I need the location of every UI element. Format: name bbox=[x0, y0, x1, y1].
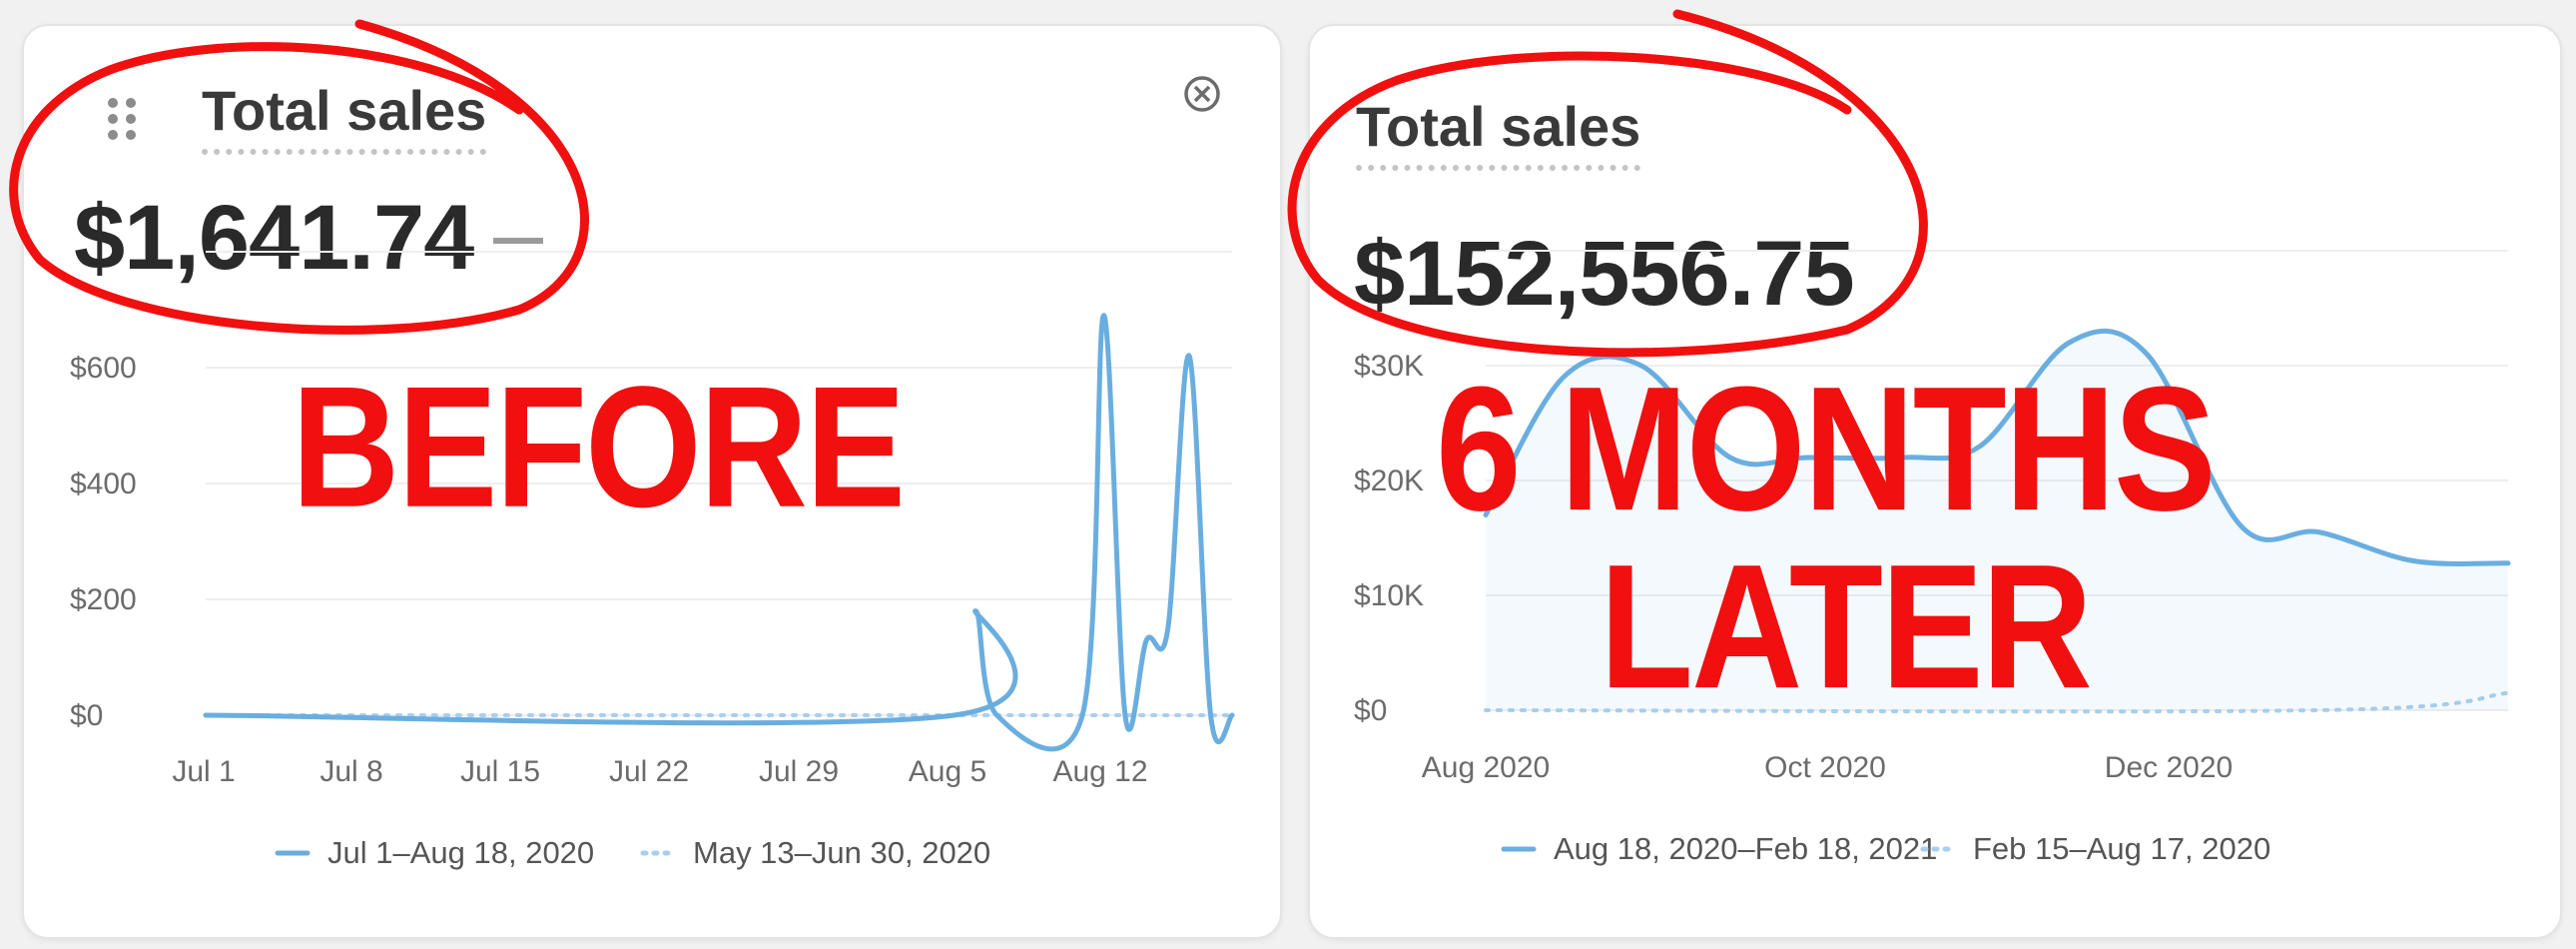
comparison-series-line[interactable] bbox=[1484, 690, 2510, 714]
x-tick-label: Jul 29 bbox=[759, 755, 839, 788]
legend-label[interactable]: Feb 15–Aug 17, 2020 bbox=[1973, 831, 2270, 866]
primary-series-line[interactable] bbox=[1483, 329, 2511, 566]
y-tick-label: $0 bbox=[70, 699, 103, 732]
x-tick-label: Jul 22 bbox=[609, 755, 689, 788]
y-tick-label: $200 bbox=[70, 583, 137, 616]
later-label-line1: 6 MONTHS bbox=[1436, 350, 2217, 548]
x-tick-label: Oct 2020 bbox=[1764, 751, 1886, 784]
later-label-line2: LATER bbox=[1600, 527, 2093, 726]
x-tick-label: Aug 12 bbox=[1052, 755, 1147, 788]
x-tick-label: Jul 1 bbox=[172, 755, 235, 788]
y-tick-label: $600 bbox=[70, 352, 137, 385]
primary-series-line[interactable] bbox=[203, 313, 1235, 752]
x-tick-label: Jul 15 bbox=[460, 755, 540, 788]
y-tick-label: $400 bbox=[70, 468, 137, 500]
before-label: BEFORE bbox=[292, 350, 906, 543]
x-tick-label: Jul 8 bbox=[320, 755, 382, 788]
y-tick-label: $10K bbox=[1354, 579, 1424, 612]
close-icon[interactable] bbox=[1182, 74, 1222, 114]
x-tick-label: Aug 5 bbox=[909, 755, 986, 788]
series-area bbox=[1486, 331, 2508, 710]
x-tick-label: Dec 2020 bbox=[2105, 751, 2233, 784]
y-tick-label: $30K bbox=[1354, 350, 1424, 383]
x-tick-label: Aug 2020 bbox=[1422, 751, 1550, 784]
legend-label[interactable]: Jul 1–Aug 18, 2020 bbox=[327, 835, 594, 870]
y-tick-label: $20K bbox=[1354, 465, 1424, 497]
sales-chart-after: $0 $10K $20K $30K Aug 2020 Oct 2020 Dec 2020 Au… bbox=[1354, 250, 2511, 866]
sales-chart-before: $0 $200 $400 $600 Jul 1 Jul 8 Jul 15 Jul 22 Jul … bbox=[70, 251, 1235, 870]
legend-label[interactable]: Aug 18, 2020–Feb 18, 2021 bbox=[1554, 831, 1937, 866]
legend-label[interactable]: May 13–Jun 30, 2020 bbox=[693, 835, 990, 870]
y-tick-label: $0 bbox=[1354, 694, 1387, 727]
